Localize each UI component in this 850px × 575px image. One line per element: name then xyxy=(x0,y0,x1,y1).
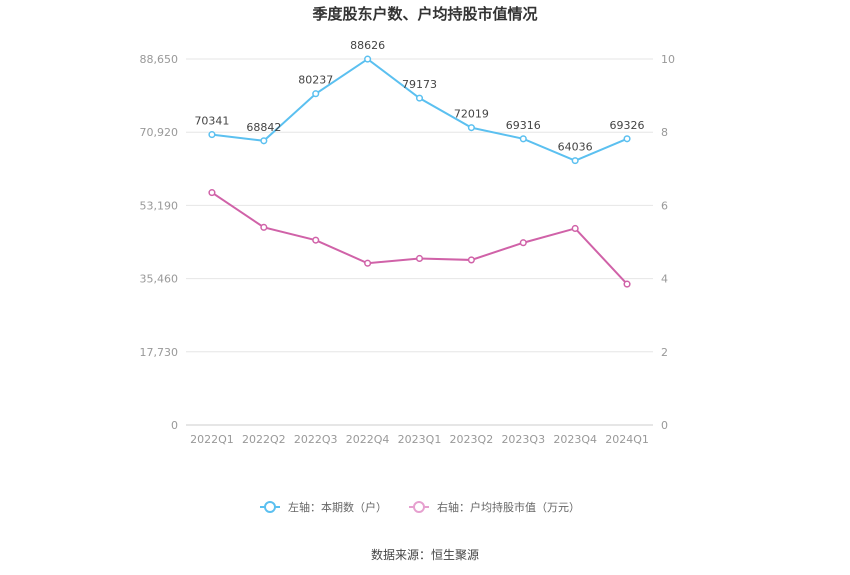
data-point xyxy=(208,189,216,197)
data-label: 68842 xyxy=(246,121,281,134)
x-tick-label: 2023Q2 xyxy=(450,433,494,446)
data-point xyxy=(623,280,631,288)
data-label: 69316 xyxy=(506,119,541,132)
left-tick-label: 88,650 xyxy=(140,53,179,66)
data-point xyxy=(260,137,268,145)
data-point xyxy=(364,259,372,267)
left-tick-label: 53,190 xyxy=(140,199,179,212)
legend[interactable]: 左轴：本期数（户） 右轴：户均持股市值（万元） xyxy=(260,500,580,514)
x-tick-label: 2024Q1 xyxy=(605,433,649,446)
data-point xyxy=(467,256,475,264)
right-tick-label: 10 xyxy=(661,53,675,66)
legend-marker xyxy=(413,501,425,513)
data-label: 70341 xyxy=(194,115,229,128)
grid-lines xyxy=(186,58,653,426)
right-tick-label: 2 xyxy=(661,346,668,359)
data-label: 80237 xyxy=(298,74,333,87)
legend-label: 左轴：本期数（户） xyxy=(288,500,387,514)
data-point xyxy=(312,90,320,98)
left-axis: 0 17,730 35,460 53,190 70,920 88,650 xyxy=(140,53,179,432)
right-tick-label: 8 xyxy=(661,126,668,139)
x-tick-label: 2022Q3 xyxy=(294,433,338,446)
series-line-2 xyxy=(211,191,628,285)
x-tick-label: 2022Q1 xyxy=(190,433,234,446)
x-axis: 2022Q1 2022Q2 2022Q3 2022Q4 2023Q1 2023Q2 2023… xyxy=(190,433,649,446)
data-point xyxy=(519,239,527,247)
right-tick-label: 0 xyxy=(661,419,668,432)
left-tick-label: 17,730 xyxy=(140,346,179,359)
data-point xyxy=(467,124,475,132)
right-axis: 0 2 4 6 8 10 xyxy=(661,53,675,432)
x-tick-label: 2023Q4 xyxy=(553,433,597,446)
data-point xyxy=(415,254,424,263)
right-tick-label: 4 xyxy=(661,273,668,286)
legend-label: 右轴：户均持股市值（万元） xyxy=(437,500,580,514)
legend-marker xyxy=(264,501,276,513)
data-point xyxy=(312,236,320,244)
data-label: 79173 xyxy=(402,78,437,91)
left-tick-label: 0 xyxy=(171,419,178,432)
source-note: 数据来源：恒生聚源 xyxy=(371,547,479,562)
data-point xyxy=(571,157,579,165)
left-tick-label: 70,920 xyxy=(140,126,179,139)
data-label: 64036 xyxy=(558,141,593,154)
data-label: 72019 xyxy=(454,108,489,121)
x-tick-label: 2023Q1 xyxy=(398,433,442,446)
series-layer: 70341 68842 80237 88626 79173 72019 69316 64036… xyxy=(194,39,645,288)
data-point xyxy=(623,135,631,143)
left-tick-label: 35,460 xyxy=(140,273,179,286)
x-tick-label: 2022Q2 xyxy=(242,433,286,446)
data-point xyxy=(571,224,579,233)
x-tick-label: 2023Q3 xyxy=(501,433,545,446)
data-point xyxy=(260,223,268,231)
x-tick-label: 2022Q4 xyxy=(346,433,390,446)
right-tick-label: 6 xyxy=(661,199,668,212)
data-label: 88626 xyxy=(350,39,385,52)
chart-title: 季度股东户数、户均持股市值情况 xyxy=(312,5,537,23)
data-point xyxy=(364,55,372,63)
data-point xyxy=(415,94,424,102)
data-label: 69326 xyxy=(610,119,645,132)
data-point xyxy=(208,131,216,139)
data-point xyxy=(519,135,527,143)
